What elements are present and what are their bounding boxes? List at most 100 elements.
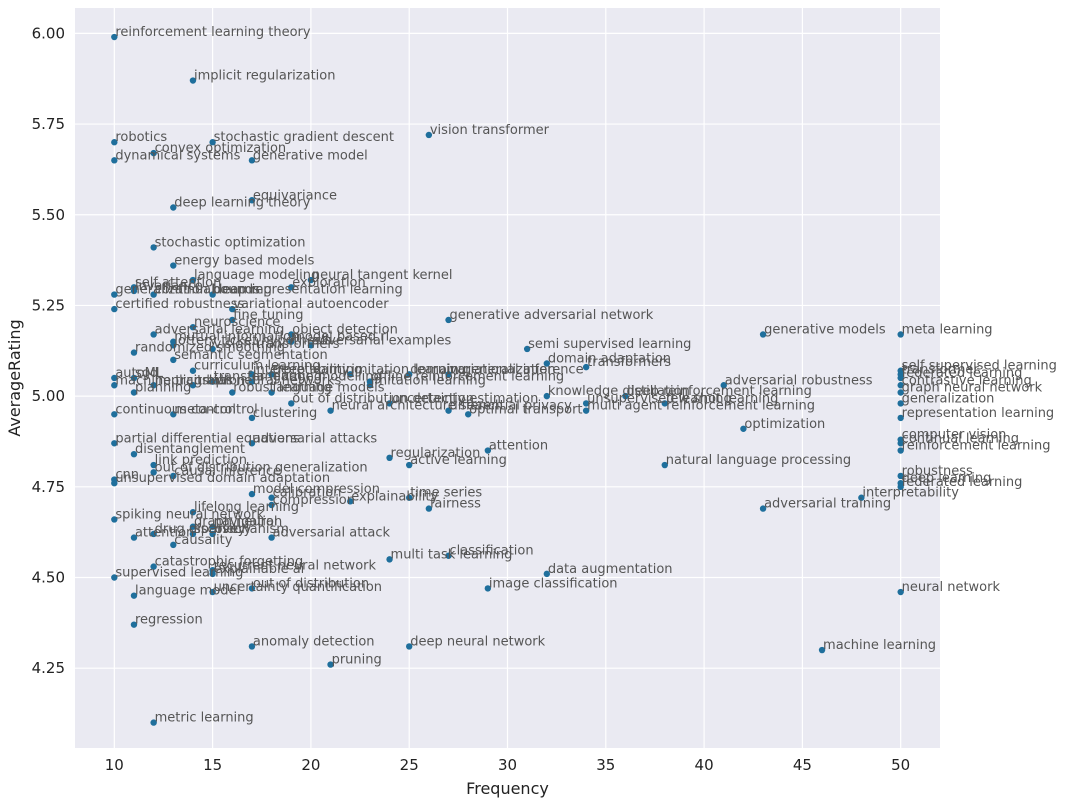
data-point-label: planning (135, 381, 191, 396)
data-point (209, 139, 216, 146)
data-point-label: graph neural networks (194, 373, 342, 388)
data-point (130, 287, 138, 295)
data-point (582, 407, 590, 414)
data-point-label: optimal transport (469, 402, 582, 417)
data-point-label: calibration (273, 486, 342, 501)
data-point-label: knowledge distillation (548, 384, 690, 399)
data-point (759, 505, 767, 512)
data-point (111, 479, 118, 487)
data-point-label: link prediction (155, 453, 247, 468)
y-tick-label: 4.75 (32, 478, 65, 496)
data-point-label: mechanism (214, 522, 289, 537)
data-point-label: active learning (410, 453, 507, 468)
x-tick-label: 25 (400, 756, 419, 774)
data-point (111, 305, 118, 313)
data-point (189, 382, 197, 389)
data-point (386, 400, 393, 407)
data-point-label: interpretability (862, 486, 959, 501)
data-point-label: natural language processing (666, 453, 851, 468)
data-point (406, 643, 413, 650)
data-point (150, 719, 157, 726)
data-point-label: adversarial attack (273, 526, 391, 541)
data-point (248, 585, 256, 592)
data-point (209, 345, 216, 353)
data-point-label: language modeling (194, 268, 319, 283)
data-point-label: stochastic optimization (155, 235, 306, 250)
data-point-label: navigation (214, 515, 283, 530)
data-point (150, 469, 157, 476)
data-point (209, 530, 216, 538)
data-point (818, 646, 826, 654)
data-point-label: graph neural (194, 515, 278, 530)
data-point-label: computer vision (902, 428, 1007, 443)
data-point-label: domain adaptation (548, 351, 671, 366)
data-point-label: continual learning (155, 283, 272, 298)
data-point (170, 356, 177, 364)
data-point (720, 382, 727, 389)
data-point-label: interpretability (253, 362, 350, 377)
data-point-label: semi supervised learning (528, 337, 691, 352)
data-point-label: offline reinforcement learning (371, 370, 564, 385)
x-tick-label: 40 (695, 756, 714, 774)
data-point (406, 371, 413, 378)
x-axis-title: Frequency (466, 779, 549, 798)
data-point (307, 342, 315, 349)
data-point-label: lottery ticket hypothesis (174, 333, 332, 348)
data-point-label: language model (135, 584, 240, 599)
data-point-label: generalization bounds (115, 283, 260, 298)
data-point-label: vision transformer (430, 123, 550, 138)
grid (75, 8, 940, 748)
x-tick-label: 20 (301, 756, 320, 774)
data-point (130, 592, 138, 599)
y-tick-label: 5.00 (32, 387, 65, 405)
data-point-label: equivariance (253, 188, 337, 203)
data-point (897, 400, 904, 407)
data-point (150, 530, 157, 538)
data-point (150, 244, 157, 251)
data-point (897, 483, 904, 491)
data-point (464, 411, 472, 418)
data-point (523, 345, 531, 353)
data-point (130, 374, 138, 382)
data-point-label: self attention (135, 275, 221, 290)
data-point (858, 494, 865, 501)
data-point-label: multi agent reinforcement learning (587, 399, 815, 414)
data-point (209, 588, 216, 596)
data-point (150, 291, 157, 298)
data-point-label: federated learning (902, 475, 1023, 490)
data-point-label: few shot learning (666, 391, 779, 406)
data-point-label: generative model (253, 148, 368, 163)
data-point (170, 262, 177, 269)
data-point-label: implicit bias (155, 373, 234, 388)
data-point (445, 316, 452, 324)
data-point-label: causal inference (174, 464, 281, 479)
data-point (189, 77, 197, 84)
y-tick-label: 5.75 (32, 115, 65, 133)
data-point-label: neural architecture search (332, 399, 504, 414)
data-point-label: exploration (292, 275, 366, 290)
data-point-label: compression (273, 493, 355, 508)
data-point (327, 407, 334, 414)
data-point-label: model based rl (292, 330, 389, 345)
data-point-label: causality (174, 533, 232, 548)
data-point-label: clustering (253, 406, 317, 421)
data-point-label: reinforcement learning (902, 439, 1051, 454)
data-point (170, 342, 177, 349)
data-point-label: generative models (764, 322, 886, 337)
data-point (897, 588, 904, 596)
data-point-label: fine tuning (233, 308, 303, 323)
data-point-label: neuroscience (194, 315, 280, 330)
data-point-label: unsupervised learning (587, 391, 732, 406)
data-point (111, 516, 118, 523)
data-point (248, 197, 256, 204)
data-point-label: variational inference (450, 362, 584, 377)
data-point (150, 563, 157, 570)
y-tick-label: 4.50 (32, 569, 65, 587)
data-point (543, 570, 551, 578)
data-point (111, 440, 118, 447)
data-point-label: certified robustness (115, 297, 244, 312)
data-point-label: out of distribution detection (292, 391, 474, 406)
data-point-label: multi task learning (391, 547, 513, 562)
data-point-label: neural tangent kernel (312, 268, 453, 283)
